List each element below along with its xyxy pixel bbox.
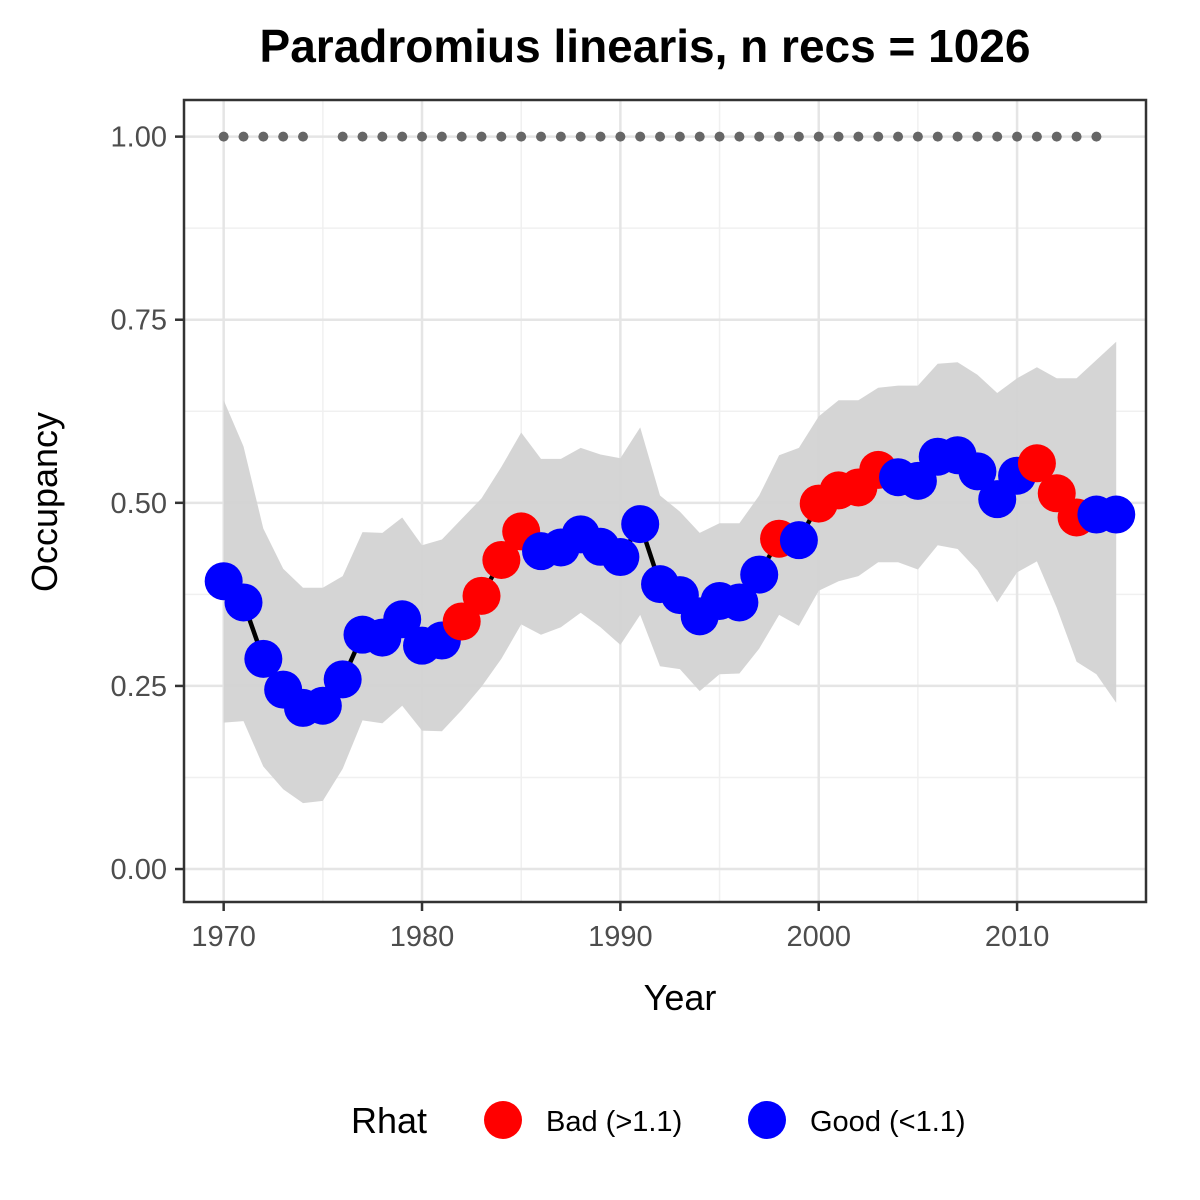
record-year-dot bbox=[496, 131, 507, 142]
legend-bad-label: Bad (>1.1) bbox=[546, 1106, 682, 1138]
legend-good-label: Good (<1.1) bbox=[810, 1106, 966, 1138]
legend-good-marker bbox=[748, 1101, 786, 1139]
record-year-dot bbox=[417, 131, 428, 142]
record-year-dot bbox=[258, 131, 269, 142]
record-year-dot bbox=[655, 131, 666, 142]
record-year-dot bbox=[853, 131, 864, 142]
occupancy-point-good bbox=[958, 452, 997, 491]
legend-title: Rhat bbox=[351, 1100, 427, 1141]
record-year-dot bbox=[357, 131, 368, 142]
record-year-dot bbox=[516, 131, 527, 142]
occupancy-point-good bbox=[621, 505, 660, 544]
occupancy-point-good bbox=[740, 555, 779, 594]
occupancy-point-good bbox=[601, 538, 640, 577]
record-year-dot bbox=[278, 131, 289, 142]
x-tick-label: 2000 bbox=[786, 921, 851, 953]
occupancy-point-bad bbox=[482, 540, 521, 579]
record-year-dot bbox=[893, 131, 904, 142]
record-year-dot bbox=[595, 131, 606, 142]
x-tick-label: 1980 bbox=[390, 921, 455, 953]
y-tick-label: 0.75 bbox=[111, 305, 167, 337]
occupancy-point-good bbox=[323, 660, 362, 699]
record-year-dot bbox=[833, 131, 844, 142]
occupancy-point-good bbox=[244, 639, 283, 678]
record-year-dot bbox=[218, 131, 229, 142]
record-year-dot bbox=[754, 131, 765, 142]
record-year-dot bbox=[1012, 131, 1023, 142]
y-axis-title: Occupancy bbox=[24, 412, 65, 592]
record-year-dot bbox=[912, 131, 923, 142]
x-axis-title: Year bbox=[644, 977, 717, 1018]
record-year-dot bbox=[992, 131, 1003, 142]
record-year-dot bbox=[635, 131, 646, 142]
y-tick-label: 0.25 bbox=[111, 671, 167, 703]
occupancy-point-good bbox=[1097, 495, 1136, 534]
record-year-dot bbox=[476, 131, 487, 142]
record-year-dot bbox=[436, 131, 447, 142]
chart-title: Paradromius linearis, n recs = 1026 bbox=[260, 20, 1031, 72]
y-tick-label: 0.00 bbox=[111, 854, 167, 886]
record-year-dot bbox=[377, 131, 388, 142]
record-year-dot bbox=[674, 131, 685, 142]
record-year-dot bbox=[456, 131, 467, 142]
record-year-dot bbox=[536, 131, 547, 142]
record-year-dot bbox=[575, 131, 586, 142]
record-year-dot bbox=[1031, 131, 1042, 142]
record-year-dot bbox=[952, 131, 963, 142]
record-year-dot bbox=[873, 131, 884, 142]
occupancy-point-good bbox=[224, 583, 263, 622]
record-year-dot bbox=[615, 131, 626, 142]
occupancy-point-bad bbox=[442, 602, 481, 641]
legend-bad-marker bbox=[484, 1101, 522, 1139]
record-year-dot bbox=[932, 131, 943, 142]
x-tick-label: 1970 bbox=[191, 921, 256, 953]
record-year-dot bbox=[714, 131, 725, 142]
panel-border bbox=[182, 98, 1148, 904]
record-year-dot bbox=[555, 131, 566, 142]
occupancy-point-good bbox=[303, 686, 342, 725]
plot-area: 1970 1980 1990 2000 2010 0.00 0.25 0.50 0.75 1.00 bbox=[111, 98, 1148, 953]
y-tick-label: 0.50 bbox=[111, 488, 167, 520]
record-year-dot bbox=[238, 131, 249, 142]
occupancy-point-bad bbox=[462, 576, 501, 615]
record-year-dot bbox=[774, 131, 785, 142]
record-year-dot bbox=[793, 131, 804, 142]
record-year-dot bbox=[1051, 131, 1062, 142]
occupancy-point-good bbox=[779, 521, 818, 560]
legend: Rhat Bad (>1.1) Good (<1.1) bbox=[351, 1100, 966, 1141]
occupancy-point-good bbox=[383, 600, 422, 639]
record-year-dot bbox=[734, 131, 745, 142]
record-year-dot bbox=[298, 131, 309, 142]
record-year-dot bbox=[397, 131, 408, 142]
occupancy-point-good bbox=[720, 583, 759, 622]
record-year-dot bbox=[337, 131, 348, 142]
x-tick-label: 1990 bbox=[588, 921, 653, 953]
record-year-dot bbox=[1091, 131, 1102, 142]
record-year-dot bbox=[694, 131, 705, 142]
record-year-dot bbox=[813, 131, 824, 142]
x-tick-label: 2010 bbox=[985, 921, 1050, 953]
record-year-dot bbox=[1071, 131, 1082, 142]
occupancy-point-bad bbox=[1017, 444, 1056, 483]
y-tick-label: 1.00 bbox=[111, 122, 167, 154]
record-year-dot bbox=[972, 131, 983, 142]
